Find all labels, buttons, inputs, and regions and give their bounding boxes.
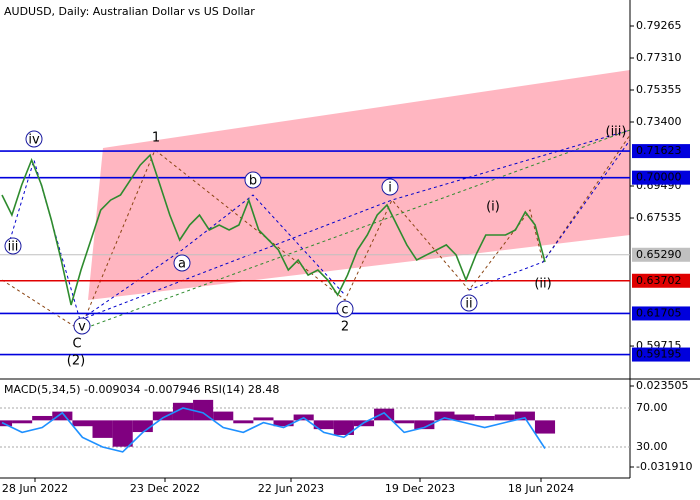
level-box [632,144,690,159]
x-tick-label: 19 Dec 2023 [385,482,455,495]
macd-bar [12,420,33,424]
wave-label: v [78,320,86,335]
wave-circle [336,300,354,318]
wave-circle [244,171,262,189]
macd-bar [313,420,334,430]
wave-label: 1 [152,131,160,146]
wave-label: iii [8,240,19,255]
macd-bar [474,415,495,421]
wave-label: c [341,303,348,318]
macd-bar [233,420,254,424]
y-tick-label: 0.67535 [636,211,682,224]
wave-line [79,129,631,331]
level-box [632,170,690,185]
level-label: 0.59195 [636,348,682,361]
level-label: 0.61705 [636,306,682,319]
wave-label: (ii) [534,277,551,292]
chart-title: AUDUSD, Daily: Australian Dollar vs US D… [4,5,255,18]
wave-circle [460,294,478,312]
wave-circle [381,178,399,196]
macd-bar [514,411,535,421]
macd-bar [112,420,133,447]
macd-bar [92,420,113,438]
indicator-label: MACD(5,34,5) -0.009034 -0.007946 RSI(14)… [4,383,279,396]
macd-bar [213,411,234,421]
macd-bar [0,420,13,427]
macd-bar [394,420,415,424]
level-label: 0.65290 [636,248,682,261]
y-tick-label: 0.73400 [636,115,682,128]
level-box [632,347,690,362]
wave-label: b [249,174,257,189]
macd-bar [32,415,53,421]
macd-tick-label: 0.023505 [636,379,689,392]
wave-label: ii [465,297,472,312]
macd-bar [434,411,455,421]
rsi-tick-label: 70.00 [636,401,668,414]
wave-label: 2 [341,320,349,335]
macd-bar [534,420,556,434]
wave-label: iv [28,133,40,148]
wave-circle [173,254,191,272]
level-label: 0.70000 [636,171,682,184]
wave-label: i [388,181,392,196]
macd-bar [172,402,194,421]
wave-label: (i) [486,200,500,215]
wave-circle [4,237,22,255]
y-tick-label: 0.77310 [636,51,682,64]
wave-label: C [72,337,81,352]
y-tick-label: 0.75355 [636,83,682,96]
macd-bar [454,414,475,421]
level-box [632,306,690,321]
macd-bar [52,411,73,421]
wave-label: a [178,257,186,272]
rsi-tick-label: 30.00 [636,440,668,453]
wave-label: (iii) [606,125,627,140]
wave-label: (2) [67,354,85,369]
x-tick-label: 22 Jun 2023 [258,482,324,495]
y-tick-label: 0.79265 [636,19,682,32]
macd-bar [414,420,435,430]
wave-line [9,158,346,321]
channel [88,70,630,300]
x-tick-label: 28 Jun 2022 [2,482,68,495]
wave-circle [25,130,43,148]
x-tick-label: 18 Jun 2024 [508,482,574,495]
wave-circle [73,317,91,335]
macd-tick-label: -0.031910 [636,460,692,473]
rsi-line [1,407,546,453]
price-line [1,153,546,306]
macd-bar [494,414,515,421]
level-label: 0.63702 [636,274,682,287]
level-box [632,247,690,262]
wave-line [79,129,631,321]
level-box [632,273,690,288]
macd-bar [152,411,173,421]
x-tick-label: 23 Dec 2022 [130,482,200,495]
macd-bar [193,399,214,421]
macd-bar [72,420,93,427]
macd-bar [333,420,354,435]
macd-bar [374,408,395,421]
macd-bar [253,417,274,421]
level-label: 0.71623 [636,144,682,157]
macd-bar [132,420,153,433]
macd-bar [273,420,294,427]
wave-line [1,134,631,331]
